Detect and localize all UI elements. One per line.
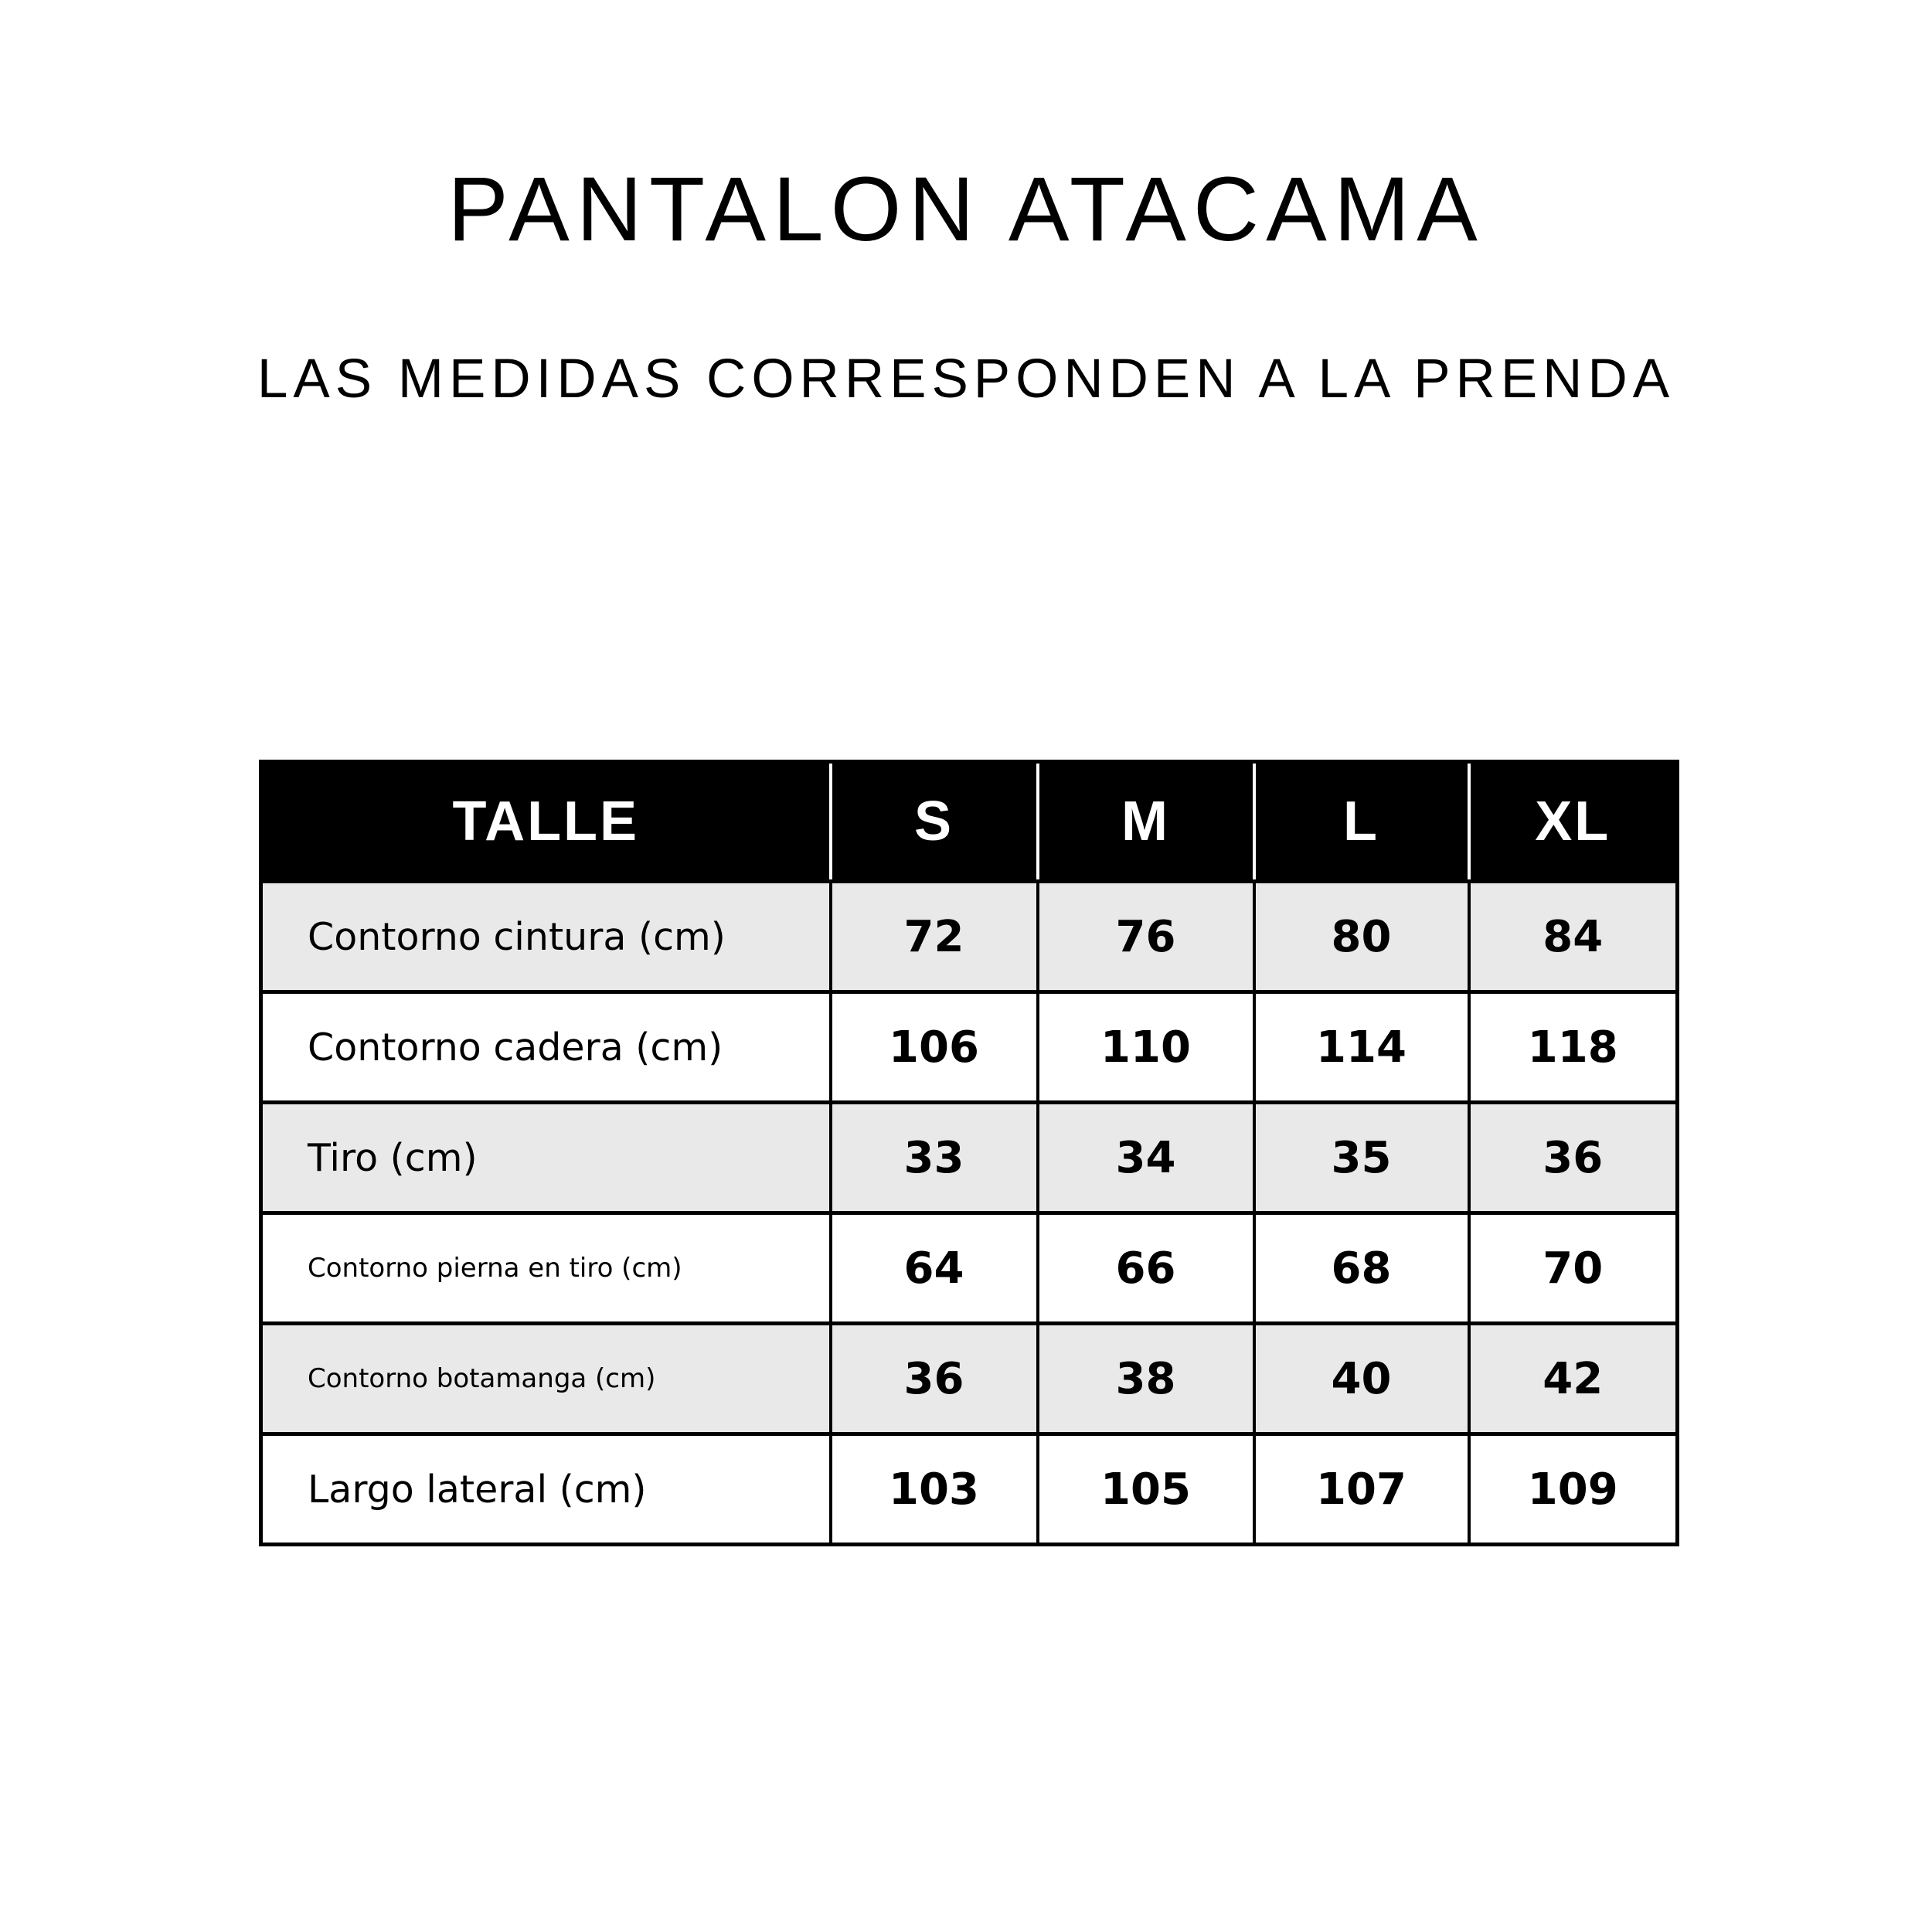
value-cell-xl: 109 [1467,1432,1679,1546]
value-cell-s: 103 [828,1432,1039,1546]
value-cell-xl: 42 [1467,1321,1679,1436]
header-row: TALLE S M L XL [260,761,1678,882]
column-header-m: M [1036,761,1254,882]
column-header-talle: TALLE [260,761,831,882]
value-cell-l: 107 [1252,1432,1471,1546]
column-header-xl: XL [1467,761,1678,882]
value-cell-xl: 70 [1467,1211,1679,1325]
value-cell-s: 106 [828,990,1039,1104]
row-label: Largo lateral (cm) [259,1432,832,1546]
value-cell-m: 38 [1036,1321,1256,1436]
value-cell-l: 68 [1252,1211,1471,1325]
row-label: Contorno botamanga (cm) [259,1321,832,1436]
value-cell-xl: 118 [1467,990,1679,1104]
table-row-contorno-pierna-en-tiro: Contorno pierna en tiro (cm) 64 66 68 70 [259,1211,1679,1325]
value-cell-m: 110 [1036,990,1256,1104]
size-chart-table: TALLE S M L XL Contorno cintura (cm) 72 … [259,760,1679,1546]
table-row-largo-lateral: Largo lateral (cm) 103 105 107 109 [259,1432,1679,1546]
table-row-contorno-cadera: Contorno cadera (cm) 106 110 114 118 [259,990,1679,1104]
value-cell-xl: 84 [1467,879,1679,994]
column-header-l: L [1252,761,1469,882]
value-cell-l: 40 [1252,1321,1471,1436]
row-label: Contorno cintura (cm) [259,879,832,994]
value-cell-m: 105 [1036,1432,1256,1546]
row-label: Tiro (cm) [259,1100,832,1215]
row-label: Contorno cadera (cm) [259,990,832,1104]
size-chart-body: Contorno cintura (cm) 72 76 80 84 Contor… [259,879,1679,1546]
value-cell-s: 64 [828,1211,1039,1325]
value-cell-m: 34 [1036,1100,1256,1215]
value-cell-s: 33 [828,1100,1039,1215]
table-row-tiro: Tiro (cm) 33 34 35 36 [259,1100,1679,1215]
table-row-contorno-cintura: Contorno cintura (cm) 72 76 80 84 [259,879,1679,994]
value-cell-l: 35 [1252,1100,1471,1215]
value-cell-l: 114 [1252,990,1471,1104]
page-title: PANTALON ATACAMA [447,158,1485,260]
value-cell-s: 72 [828,879,1039,994]
column-header-s: S [828,761,1038,882]
row-label: Contorno pierna en tiro (cm) [259,1211,832,1325]
size-chart-container: TALLE S M L XL Contorno cintura (cm) 72 … [259,760,1679,1546]
value-cell-l: 80 [1252,879,1471,994]
value-cell-xl: 36 [1467,1100,1679,1215]
page-subtitle: LAS MEDIDAS CORRESPONDEN A LA PRENDA [257,349,1675,410]
value-cell-m: 76 [1036,879,1256,994]
value-cell-m: 66 [1036,1211,1256,1325]
size-chart-header: TALLE S M L XL [260,761,1678,882]
value-cell-s: 36 [828,1321,1039,1436]
table-row-contorno-botamanga: Contorno botamanga (cm) 36 38 40 42 [259,1321,1679,1436]
